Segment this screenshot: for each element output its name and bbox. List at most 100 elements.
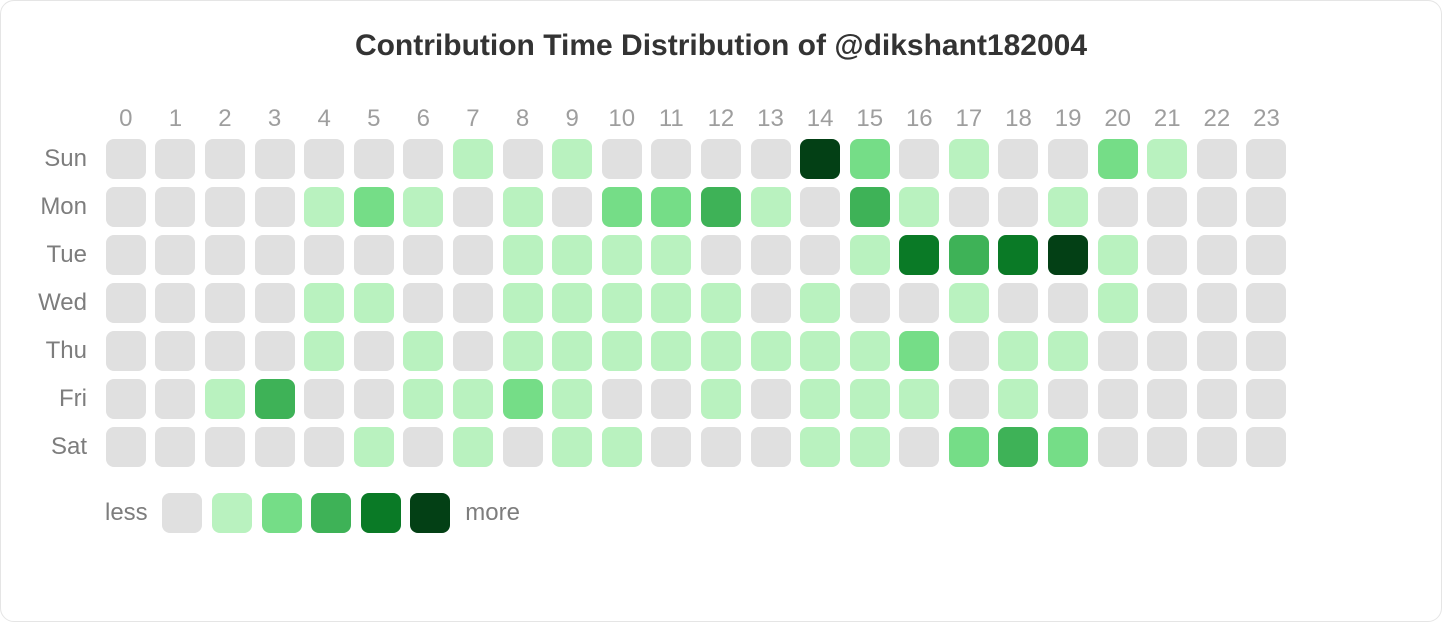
cell-thu-14 xyxy=(800,331,840,371)
cell-thu-13 xyxy=(751,331,791,371)
day-row-wed: Wed xyxy=(101,279,1401,327)
cell-tue-20 xyxy=(1098,235,1138,275)
cell-mon-10 xyxy=(602,187,642,227)
hour-label-18: 18 xyxy=(994,105,1044,133)
cell-wed-17 xyxy=(949,283,989,323)
cell-tue-17 xyxy=(949,235,989,275)
cell-sat-19 xyxy=(1048,427,1088,467)
day-label-sun: Sun xyxy=(21,145,101,173)
hour-label-21: 21 xyxy=(1142,105,1192,133)
legend-level-1 xyxy=(212,493,252,533)
cell-sat-9 xyxy=(552,427,592,467)
cell-tue-8 xyxy=(503,235,543,275)
legend-level-0 xyxy=(162,493,202,533)
cell-fri-15 xyxy=(850,379,890,419)
cell-tue-23 xyxy=(1246,235,1286,275)
hour-label-7: 7 xyxy=(448,105,498,133)
cell-thu-5 xyxy=(354,331,394,371)
cell-mon-21 xyxy=(1147,187,1187,227)
hour-axis: 01234567891011121314151617181920212223 xyxy=(101,103,1401,135)
cell-thu-6 xyxy=(403,331,443,371)
day-rows-container: SunMonTueWedThuFriSat xyxy=(101,135,1401,471)
cell-mon-5 xyxy=(354,187,394,227)
cell-wed-3 xyxy=(255,283,295,323)
cell-sat-0 xyxy=(106,427,146,467)
cell-sun-11 xyxy=(651,139,691,179)
cell-wed-22 xyxy=(1197,283,1237,323)
cell-sat-11 xyxy=(651,427,691,467)
cell-mon-4 xyxy=(304,187,344,227)
legend-less-label: less xyxy=(95,499,158,527)
cell-wed-4 xyxy=(304,283,344,323)
hour-label-11: 11 xyxy=(647,105,697,133)
cell-thu-12 xyxy=(701,331,741,371)
cell-thu-2 xyxy=(205,331,245,371)
cell-mon-13 xyxy=(751,187,791,227)
cell-tue-7 xyxy=(453,235,493,275)
day-row-sat: Sat xyxy=(101,423,1401,471)
hour-label-6: 6 xyxy=(399,105,449,133)
cell-wed-15 xyxy=(850,283,890,323)
cell-thu-9 xyxy=(552,331,592,371)
cell-mon-9 xyxy=(552,187,592,227)
cell-fri-0 xyxy=(106,379,146,419)
hour-label-16: 16 xyxy=(895,105,945,133)
hour-label-1: 1 xyxy=(151,105,201,133)
cell-sat-3 xyxy=(255,427,295,467)
cell-fri-11 xyxy=(651,379,691,419)
cell-sat-7 xyxy=(453,427,493,467)
cell-thu-3 xyxy=(255,331,295,371)
cell-mon-6 xyxy=(403,187,443,227)
heatmap-grid: 01234567891011121314151617181920212223 S… xyxy=(101,103,1401,533)
day-label-sat: Sat xyxy=(21,433,101,461)
cell-mon-23 xyxy=(1246,187,1286,227)
cell-wed-19 xyxy=(1048,283,1088,323)
cell-tue-19 xyxy=(1048,235,1088,275)
cell-sat-2 xyxy=(205,427,245,467)
cell-fri-13 xyxy=(751,379,791,419)
cell-mon-1 xyxy=(155,187,195,227)
hour-label-3: 3 xyxy=(250,105,300,133)
day-row-thu: Thu xyxy=(101,327,1401,375)
cell-thu-20 xyxy=(1098,331,1138,371)
cell-sun-6 xyxy=(403,139,443,179)
day-row-fri: Fri xyxy=(101,375,1401,423)
hour-label-4: 4 xyxy=(299,105,349,133)
cell-tue-10 xyxy=(602,235,642,275)
cell-thu-18 xyxy=(998,331,1038,371)
cell-mon-19 xyxy=(1048,187,1088,227)
cell-tue-15 xyxy=(850,235,890,275)
cell-thu-8 xyxy=(503,331,543,371)
hour-label-8: 8 xyxy=(498,105,548,133)
cell-thu-16 xyxy=(899,331,939,371)
cell-fri-20 xyxy=(1098,379,1138,419)
cell-mon-11 xyxy=(651,187,691,227)
cell-thu-4 xyxy=(304,331,344,371)
cell-sun-7 xyxy=(453,139,493,179)
cell-sun-15 xyxy=(850,139,890,179)
cell-mon-7 xyxy=(453,187,493,227)
cell-sat-23 xyxy=(1246,427,1286,467)
cell-sat-5 xyxy=(354,427,394,467)
legend-level-3 xyxy=(311,493,351,533)
legend-level-4 xyxy=(361,493,401,533)
cell-mon-18 xyxy=(998,187,1038,227)
cell-wed-18 xyxy=(998,283,1038,323)
hour-label-23: 23 xyxy=(1242,105,1292,133)
cell-mon-15 xyxy=(850,187,890,227)
day-label-thu: Thu xyxy=(21,337,101,365)
hour-label-14: 14 xyxy=(795,105,845,133)
cell-thu-17 xyxy=(949,331,989,371)
cell-sun-18 xyxy=(998,139,1038,179)
cell-sun-4 xyxy=(304,139,344,179)
hour-label-2: 2 xyxy=(200,105,250,133)
cell-sun-3 xyxy=(255,139,295,179)
cell-wed-14 xyxy=(800,283,840,323)
cell-sun-17 xyxy=(949,139,989,179)
cell-fri-22 xyxy=(1197,379,1237,419)
cell-sun-19 xyxy=(1048,139,1088,179)
cell-thu-0 xyxy=(106,331,146,371)
cell-wed-13 xyxy=(751,283,791,323)
cell-wed-12 xyxy=(701,283,741,323)
cell-tue-2 xyxy=(205,235,245,275)
